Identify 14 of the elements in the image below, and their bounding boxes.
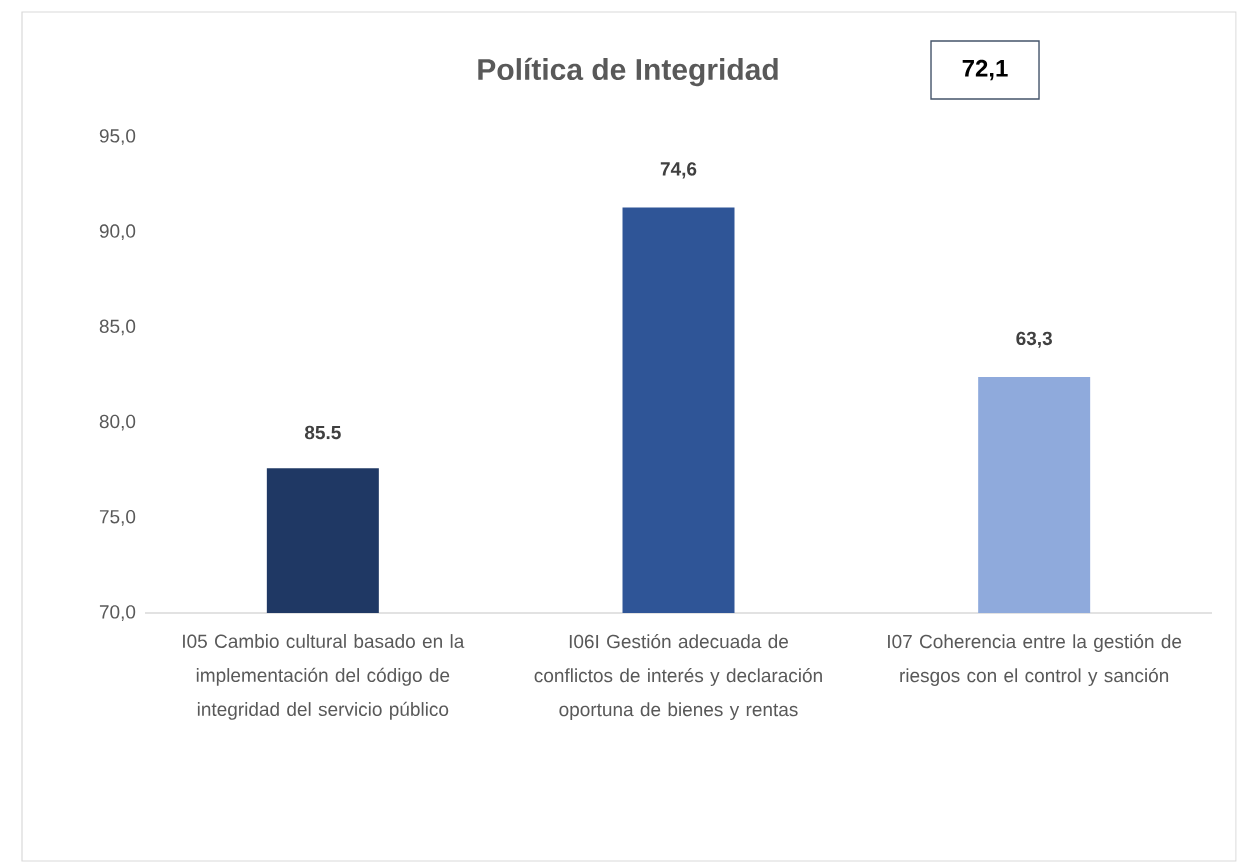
text: 72,1 [962, 59, 1008, 81]
y-tick-label: 80,0 [99, 414, 136, 431]
annotation: 63,3 [1016, 331, 1052, 348]
y-tick-label: 70,0 [99, 605, 136, 621]
y-tick-label: 90,0 [99, 224, 136, 241]
y-tick-label: 95,0 [99, 129, 136, 145]
y-tick-label: 85,0 [99, 319, 136, 336]
annotation: 74,6 [660, 162, 697, 179]
chart-title: Política de Integridad [478, 57, 778, 87]
x-tick-label: I05 Cambio cultural basado en la implementación del código de integridad del servicio público [183, 634, 465, 720]
x-tick-label: I07 Coherencia entre la gestión de riesgos con el control y sanción [888, 634, 1182, 687]
annotation: 85.5 [304, 425, 341, 440]
x-tick-label: I06I Gestión adecuada de conflictos de interés y declaración oportuna de bienes y rentas [534, 634, 822, 721]
y-tick-label: 75,0 [99, 509, 136, 526]
